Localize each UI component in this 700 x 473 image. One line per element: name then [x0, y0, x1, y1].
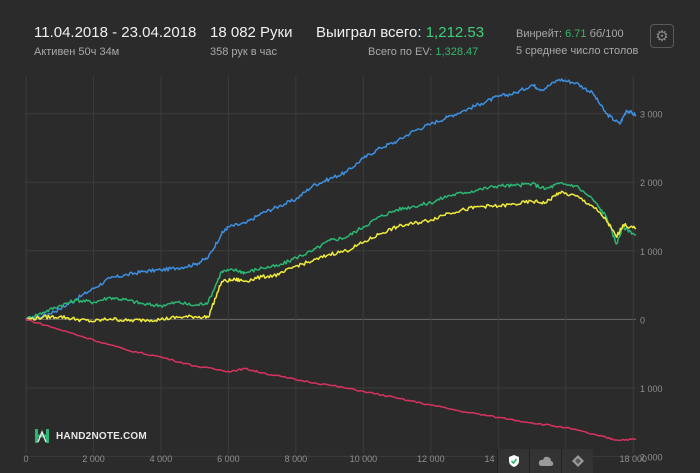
y-axis-labels: 3 000 2 000 1 000 0 1 000 2 000: [640, 110, 663, 463]
shield-icon[interactable]: [497, 449, 529, 473]
x-tick-label: 4 000: [150, 454, 173, 464]
date-range: 11.04.2018 - 23.04.2018: [34, 24, 197, 41]
series-line: [25, 181, 637, 321]
diamond-icon[interactable]: [561, 449, 593, 473]
series-line: [25, 318, 636, 442]
ev-value: 1,328.47: [435, 46, 479, 58]
date-range-block: 11.04.2018 - 23.04.2018 Активен 50ч 34м: [34, 24, 196, 58]
y-tick-label: 1 000: [640, 247, 663, 257]
chart-grid: [25, 76, 636, 457]
bottom-toolbar: [497, 449, 593, 473]
x-tick-label: 8 000: [285, 454, 308, 464]
x-tick-label: 10 000: [350, 454, 378, 464]
x-tick-label: 18 000: [619, 454, 647, 464]
y-tick-label: 1 000: [640, 384, 663, 394]
y-tick-label: 3 000: [640, 110, 663, 120]
y-tick-label: 0: [640, 315, 645, 325]
won-block: Выиграл всего: 1,212.53 Всего по EV: 1,3…: [316, 24, 484, 58]
x-tick-label: 6 000: [217, 454, 240, 464]
stats-header: 11.04.2018 - 23.04.2018 Активен 50ч 34м …: [0, 0, 700, 70]
winnings-chart: 3 000 2 000 1 000 0 1 000 2 000 0 2 000 4 000 6 …: [23, 76, 663, 464]
won-label: Выиграл всего:: [316, 24, 422, 41]
hand2note-logo: HAND2NOTE.COM: [34, 428, 147, 444]
settings-gear-icon[interactable]: ⚙: [650, 24, 674, 48]
winrate-block: Винрейт: 6.71 бб/100 5 среднее число сто…: [516, 28, 638, 57]
series-line: [25, 78, 637, 321]
cloud-icon[interactable]: [529, 449, 561, 473]
x-tick-label: 2 000: [82, 454, 105, 464]
hands-block: 18 082 Руки 358 рук в час: [210, 24, 293, 58]
winrate-label: Винрейт:: [516, 28, 563, 40]
logo-text: HAND2NOTE.COM: [56, 430, 147, 442]
x-tick-label: 12 000: [417, 454, 445, 464]
winrate-value: 6.71: [565, 28, 587, 40]
hands-per-hour: 358 рук в час: [210, 46, 278, 58]
won-value: 1,212.53: [425, 24, 485, 41]
winrate-unit: бб/100: [589, 28, 624, 40]
avg-tables: 5 среднее число столов: [516, 45, 639, 57]
series-line: [25, 190, 637, 323]
y-tick-label: 2 000: [640, 178, 663, 188]
hands-count: 18 082 Руки: [210, 24, 293, 41]
ev-label: Всего по EV:: [368, 46, 433, 58]
active-time: Активен 50ч 34м: [34, 46, 120, 58]
hand2note-logo-icon: [35, 429, 49, 443]
y-tick-label: 2 000: [640, 452, 663, 462]
chart-series: [25, 78, 637, 442]
x-tick-label: 0: [23, 454, 28, 464]
